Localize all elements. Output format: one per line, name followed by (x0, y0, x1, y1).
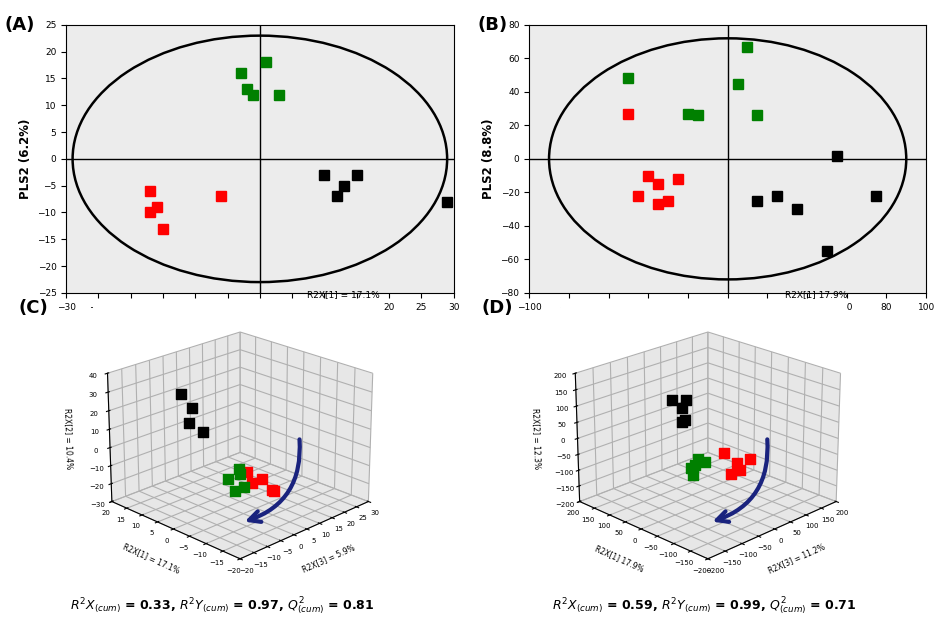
Text: (A): (A) (5, 16, 35, 34)
Text: $R^2X_{(cum)}$ = 0.59, $R^2Y_{(cum)}$ = 0.99, $Q^2_{(cum)}$ = 0.71: $R^2X_{(cum)}$ = 0.59, $R^2Y_{(cum)}$ = … (551, 595, 855, 617)
Text: R2X[1] = 17.1%: R2X[1] = 17.1% (307, 290, 379, 299)
Y-axis label: R2X[1] = 17.1%: R2X[1] = 17.1% (122, 542, 181, 575)
Text: (B): (B) (477, 16, 507, 34)
X-axis label: R2X[3] = 11.2%: R2X[3] = 11.2% (766, 542, 825, 575)
Text: $R^2X_{(cum)}$ = 0.33, $R^2Y_{(cum)}$ = 0.97, $Q^2_{(cum)}$ = 0.81: $R^2X_{(cum)}$ = 0.33, $R^2Y_{(cum)}$ = … (70, 595, 374, 617)
X-axis label: PLS1 (10.5%): PLS1 (10.5%) (683, 317, 771, 330)
Y-axis label: PLS2 (8.8%): PLS2 (8.8%) (481, 118, 495, 199)
X-axis label: PLS1 (11.1%): PLS1 (11.1%) (215, 317, 304, 330)
Text: R2X[1] 17.9%: R2X[1] 17.9% (784, 290, 847, 299)
X-axis label: R2X[3] = 5.9%: R2X[3] = 5.9% (300, 543, 356, 574)
Text: (D): (D) (481, 299, 513, 317)
Y-axis label: PLS2 (6.2%): PLS2 (6.2%) (19, 118, 32, 199)
Text: (C): (C) (19, 299, 48, 317)
Y-axis label: R2X[1] 17.9%: R2X[1] 17.9% (593, 544, 645, 573)
